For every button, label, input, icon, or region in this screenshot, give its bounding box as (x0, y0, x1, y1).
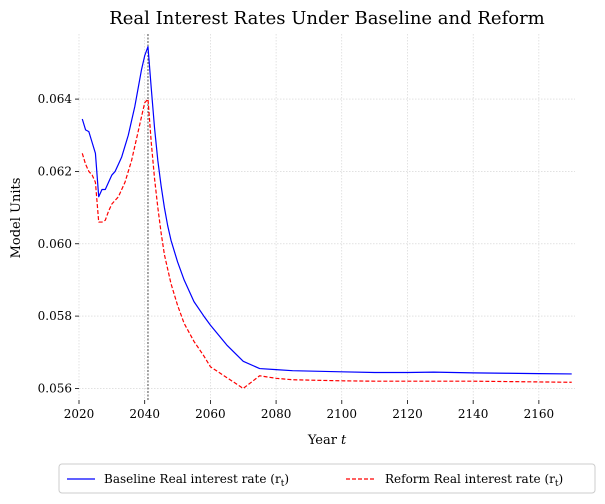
series-line-baseline (81, 46, 572, 375)
x-axis-label: Year t (307, 433, 347, 448)
legend-label-reform: Reform Real interest rate (rt) (385, 472, 563, 489)
legend-label-reform-close: ) (559, 472, 564, 486)
x-tick-label: 2100 (327, 407, 358, 421)
y-tick-label: 0.056 (38, 381, 72, 395)
legend-label-baseline-sub: t (281, 479, 285, 489)
legend-label-baseline: Baseline Real interest rate (rt) (104, 472, 289, 489)
y-tick-label: 0.062 (38, 164, 72, 178)
series-layer (81, 46, 572, 390)
x-tick-label: 2060 (195, 407, 226, 421)
x-tick-label: 2140 (458, 407, 489, 421)
x-axis-label-text: Year (307, 433, 338, 448)
legend-frame (58, 463, 596, 494)
legend-label-baseline-name: Baseline Real interest rate (104, 472, 266, 486)
chart-title: Real Interest Rates Under Baseline and R… (109, 8, 545, 29)
y-axis-label: Model Units (9, 178, 24, 259)
legend-label-reform-name: Reform Real interest rate (385, 472, 541, 486)
grid-layer (78, 34, 575, 400)
legend-label-baseline-open: (r (270, 472, 281, 486)
x-tick-label: 2080 (261, 407, 292, 421)
legend-label-baseline-close: ) (284, 472, 289, 486)
x-axis-label-variable: t (341, 433, 347, 448)
legend-label-reform-open: (r (544, 472, 555, 486)
x-tick-label: 2120 (392, 407, 423, 421)
x-tick-label: 2160 (524, 407, 555, 421)
series-line-reform (81, 98, 572, 390)
axes-layer: 2020 2040 2060 2080 2100 2120 2140 2160 0.056 0.0… (38, 92, 555, 421)
x-tick-label: 2020 (64, 407, 95, 421)
x-tick-label: 2040 (129, 407, 160, 421)
legend-label-reform-sub: t (555, 479, 559, 489)
legend: Baseline Real interest rate (rt) Reform … (58, 463, 596, 494)
y-tick-label: 0.064 (38, 92, 73, 106)
y-tick-label: 0.058 (38, 309, 72, 323)
y-tick-label: 0.060 (38, 237, 72, 251)
